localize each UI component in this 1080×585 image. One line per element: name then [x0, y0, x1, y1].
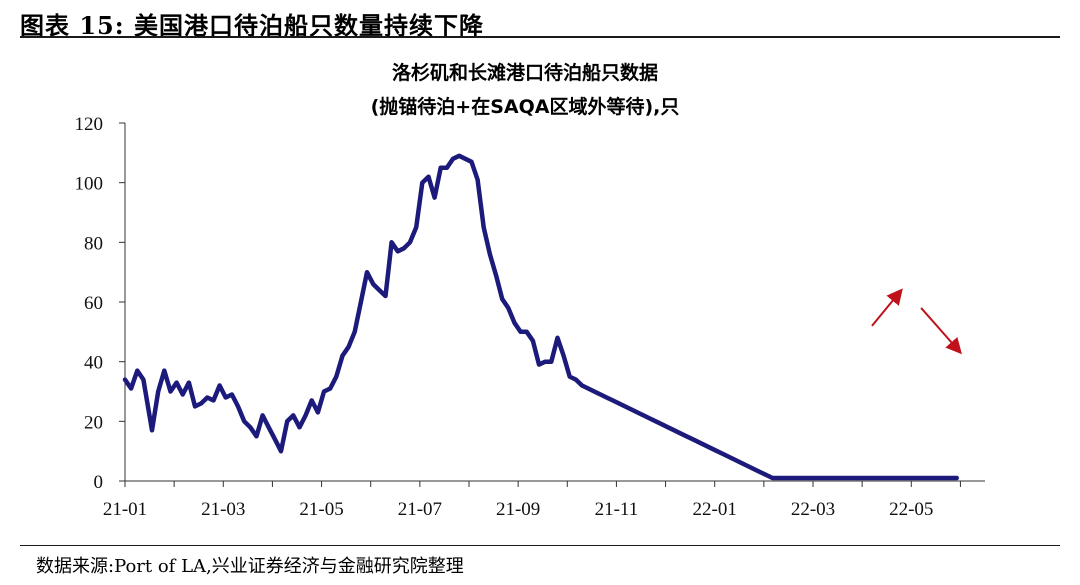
x-tick-label: 22-05 [889, 499, 933, 520]
y-tick-label: 20 [84, 412, 103, 433]
chart-title: 洛杉矶和长滩港口待泊船只数据 [392, 61, 658, 84]
x-tick-label: 22-03 [791, 499, 835, 520]
y-tick-label: 120 [75, 114, 104, 135]
x-axis: 21-01 21-03 21-05 21-07 21-09 21-11 22-01 22-03… [103, 480, 985, 520]
y-axis: 0 20 40 60 80 100 120 [75, 114, 126, 493]
series-line [122, 153, 959, 481]
x-tick-label: 21-03 [201, 499, 245, 520]
up-arrow-annotation [871, 288, 903, 327]
header-rule [20, 36, 1060, 38]
y-tick-label: 100 [75, 174, 104, 195]
footer-rule [20, 545, 1060, 546]
trend-annotations [871, 288, 962, 355]
y-tick-label: 80 [84, 233, 103, 254]
x-tick-label: 21-11 [595, 499, 639, 520]
x-tick-label: 21-07 [398, 499, 442, 520]
series-group [122, 153, 959, 481]
source-note: 数据来源:Port of LA,兴业证券经济与金融研究院整理 [36, 556, 464, 577]
figure-header: 图表 15: 美国港口待泊船只数量持续下降 [20, 2, 1060, 40]
chart-subtitle: (抛锚待泊+在SAQA区域外等待),只 [371, 95, 680, 118]
figure-title: 图表 15: 美国港口待泊船只数量持续下降 [20, 11, 484, 40]
x-tick-label: 21-05 [299, 499, 343, 520]
x-tick-label: 21-01 [103, 499, 147, 520]
y-tick-label: 60 [84, 293, 103, 314]
x-tick-label: 22-01 [693, 499, 737, 520]
x-tick-label: 21-09 [496, 499, 540, 520]
y-tick-label: 0 [94, 472, 104, 493]
y-tick-label: 40 [84, 353, 103, 374]
down-arrow-annotation [920, 307, 962, 355]
